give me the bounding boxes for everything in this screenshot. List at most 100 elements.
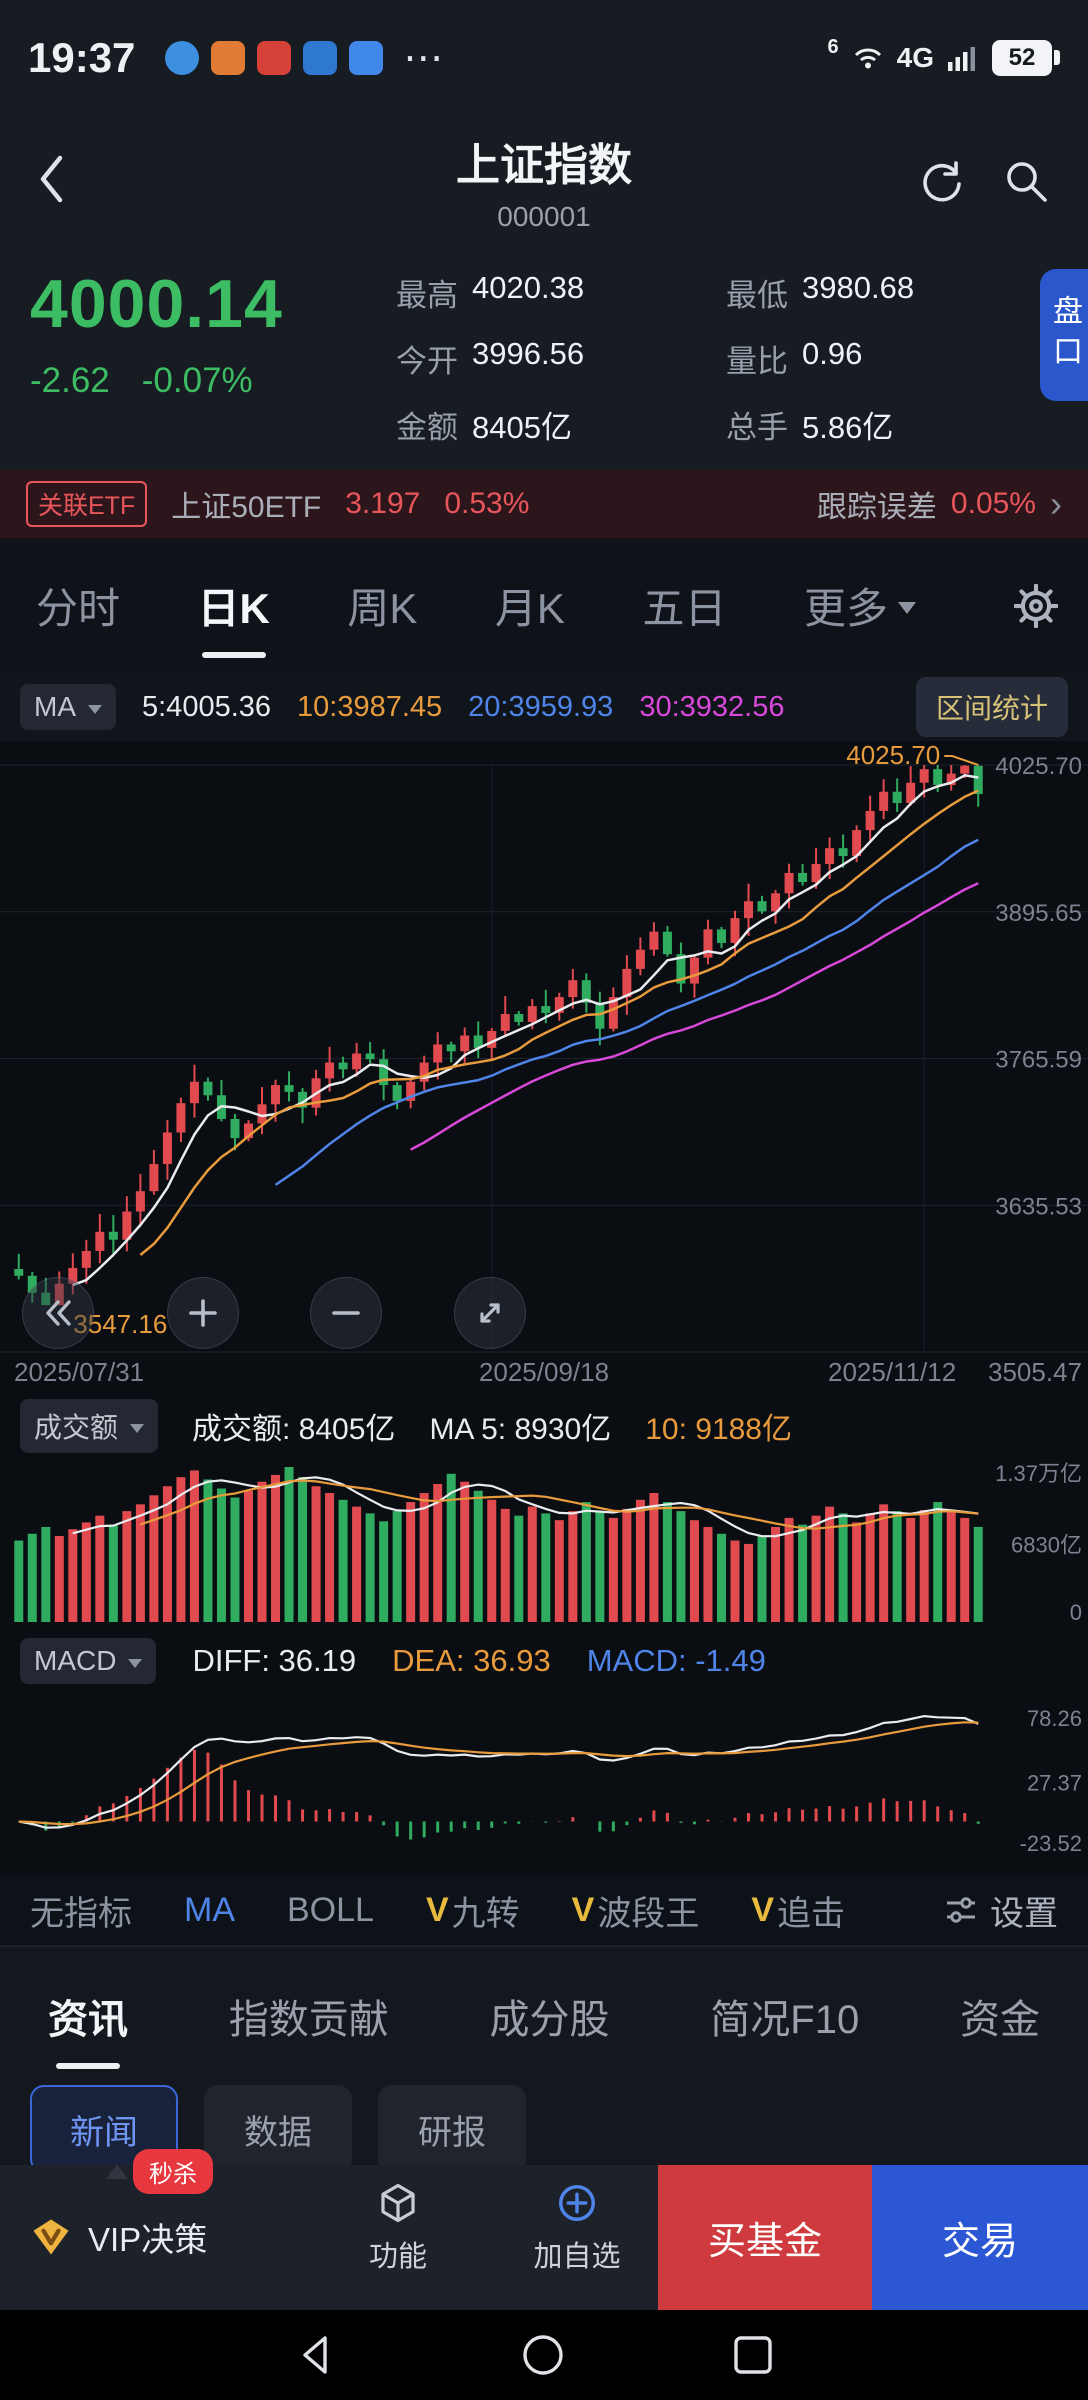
dropdown-caret-icon bbox=[128, 1658, 143, 1668]
tab-profile-f10[interactable]: 简况F10 bbox=[710, 1998, 860, 2042]
indicator-boll[interactable]: BOLL bbox=[287, 1890, 374, 1929]
stat-label: 量比 bbox=[726, 343, 788, 379]
tab-weekly-k[interactable]: 周K bbox=[347, 585, 418, 632]
content-tab-bar: 资讯 指数贡献 成分股 简况F10 资金 bbox=[0, 1945, 1088, 2085]
fullscreen-button[interactable] bbox=[454, 1277, 526, 1349]
range-stats-button[interactable]: 区间统计 bbox=[915, 677, 1068, 737]
svg-text:3895.65: 3895.65 bbox=[995, 900, 1082, 927]
vip-diamond-icon bbox=[33, 2219, 69, 2255]
indicator-band-king[interactable]: V 波段王 bbox=[571, 1890, 700, 1933]
diff-value: DIFF: 36.19 bbox=[192, 1643, 357, 1678]
macd-header: MACD DIFF: 36.19 DEA: 36.93 MACD: -1.49 bbox=[0, 1632, 1088, 1690]
indicator-settings-button[interactable]: 设置 bbox=[924, 1875, 1088, 1945]
volume-selector[interactable]: 成交额 bbox=[20, 1399, 159, 1453]
stat-value: 8405亿 bbox=[472, 409, 572, 445]
tab-more[interactable]: 更多 bbox=[804, 575, 916, 636]
volume-canvas[interactable]: 1.37万亿 6830亿 0 bbox=[0, 1457, 1088, 1632]
ma-selector[interactable]: MA bbox=[20, 684, 116, 730]
macd-selector[interactable]: MACD bbox=[20, 1638, 157, 1684]
axis-price-tick: 3505.47 bbox=[988, 1357, 1082, 1387]
stat-label: 今开 bbox=[396, 343, 458, 379]
more-notifications-icon: ⋯ bbox=[403, 35, 444, 80]
indicator-none[interactable]: 无指标 bbox=[30, 1894, 132, 1933]
x-axis-labels: 2025/07/31 2025/09/18 2025/11/12 3505.47 bbox=[0, 1353, 1088, 1395]
macd-canvas[interactable]: 78.26 27.37 -23.52 bbox=[0, 1690, 1088, 1875]
tab-news-feed[interactable]: 资讯 bbox=[48, 1987, 128, 2045]
stat-value: 5.86亿 bbox=[802, 409, 894, 445]
buy-fund-button[interactable]: 买基金 bbox=[658, 2165, 872, 2310]
axis-date: 2025/07/31 bbox=[14, 1357, 145, 1387]
macd-value: MACD: -1.49 bbox=[586, 1643, 766, 1678]
pill-research[interactable]: 研报 bbox=[378, 2085, 526, 2165]
tab-daily-k[interactable]: 日K bbox=[198, 575, 270, 636]
battery-percent: 52 bbox=[1008, 43, 1036, 71]
tracking-error-label: 跟踪误差 bbox=[816, 491, 937, 524]
android-nav-bar bbox=[0, 2310, 1088, 2400]
macd-chart[interactable]: 78.26 27.37 -23.52 bbox=[0, 1690, 1088, 1875]
stat-label: 最低 bbox=[726, 277, 788, 313]
status-indicators: 6 4G 52 bbox=[828, 36, 1060, 76]
double-chevron-left-icon bbox=[46, 1300, 71, 1326]
pankou-drawer-tab[interactable]: 盘口 bbox=[1040, 269, 1088, 401]
battery-nub bbox=[1054, 50, 1060, 65]
trade-button[interactable]: 交易 bbox=[872, 2165, 1088, 2310]
tab-index-contribution[interactable]: 指数贡献 bbox=[228, 1998, 389, 2042]
tab-constituents[interactable]: 成分股 bbox=[489, 1998, 610, 2042]
axis-date: 2025/11/12 bbox=[828, 1357, 957, 1387]
indicator-nine-turn[interactable]: V 九转 bbox=[425, 1890, 520, 1933]
wifi-icon bbox=[854, 48, 881, 68]
plus-icon bbox=[189, 1299, 217, 1327]
back-chevron-icon bbox=[40, 155, 63, 203]
search-button[interactable] bbox=[1002, 157, 1050, 205]
wifi6-label: 6 bbox=[827, 36, 839, 58]
candlestick-chart[interactable]: 4025.70 3895.65 3765.59 3635.53 4025.70 3547.… bbox=[0, 741, 1088, 1353]
zoom-in-button[interactable] bbox=[167, 1277, 239, 1349]
clock: 19:37 bbox=[28, 33, 136, 81]
tracking-error-value: 0.05% bbox=[950, 487, 1036, 520]
collapse-left-button[interactable] bbox=[22, 1277, 94, 1349]
quote-stats: 最高 4020.38 今开 3996.56 金额 8405亿 最低 3980.68 量比… bbox=[396, 259, 1026, 457]
svg-text:6830亿: 6830亿 bbox=[1011, 1533, 1082, 1558]
volume-chart[interactable]: 1.37万亿 6830亿 0 bbox=[0, 1457, 1088, 1632]
indicator-chase[interactable]: V 追击 bbox=[751, 1890, 846, 1933]
svg-text:3635.53: 3635.53 bbox=[995, 1193, 1082, 1220]
refresh-icon bbox=[923, 161, 961, 202]
svg-text:3765.59: 3765.59 bbox=[995, 1047, 1082, 1074]
dropdown-caret-icon bbox=[898, 601, 916, 614]
period-tab-bar: 分时 日K 周K 月K 五日 更多 bbox=[0, 538, 1088, 673]
indicator-ma[interactable]: MA bbox=[184, 1890, 235, 1929]
nav-recents-button[interactable] bbox=[731, 2333, 775, 2377]
vip-decision-button[interactable]: VIP决策 bbox=[28, 2213, 207, 2261]
svg-text:27.37: 27.37 bbox=[1027, 1771, 1082, 1796]
page-title: 上证指数 bbox=[456, 141, 632, 190]
tab-monthly-k[interactable]: 月K bbox=[494, 585, 565, 632]
tab-timeline[interactable]: 分时 bbox=[36, 585, 121, 632]
cube-icon bbox=[381, 2183, 415, 2223]
stat-label: 金额 bbox=[396, 409, 458, 445]
tab-five-day[interactable]: 五日 bbox=[642, 585, 727, 632]
tab-funds[interactable]: 资金 bbox=[960, 1998, 1040, 2042]
price-change: -2.62 bbox=[30, 361, 110, 400]
price-change-pct: -0.07% bbox=[141, 361, 253, 400]
pill-data[interactable]: 数据 bbox=[204, 2085, 352, 2165]
features-button[interactable]: 功能 bbox=[338, 2183, 458, 2275]
nav-home-button[interactable] bbox=[521, 2333, 565, 2377]
related-etf-bar[interactable]: 关联ETF 上证50ETF 3.197 0.53% 跟踪误差 0.05% › bbox=[0, 470, 1088, 538]
quote-section: 4000.14 -2.62 -0.07% 最高 4020.38 今开 3996.56… bbox=[0, 245, 1088, 470]
stat-label: 最高 bbox=[396, 277, 458, 313]
gear-icon bbox=[1014, 583, 1058, 628]
candlestick-canvas[interactable]: 4025.703895.653765.593635.534025.703547.… bbox=[0, 741, 1088, 1353]
chart-settings-button[interactable] bbox=[1014, 583, 1058, 628]
nav-back-button[interactable] bbox=[295, 2333, 339, 2377]
ma10-value: 10:3987.45 bbox=[297, 690, 443, 723]
battery-indicator: 52 bbox=[992, 39, 1060, 76]
nav-recents-icon bbox=[734, 2336, 772, 2374]
etf-name: 上证50ETF bbox=[171, 491, 322, 524]
add-watchlist-button[interactable]: 加自选 bbox=[512, 2183, 642, 2275]
zoom-out-button[interactable] bbox=[310, 1277, 382, 1349]
volume-header: 成交额 成交额: 8405亿 MA 5: 8930亿 10: 9188亿 bbox=[0, 1395, 1088, 1457]
back-button[interactable] bbox=[36, 153, 66, 205]
add-circle-icon bbox=[559, 2185, 595, 2221]
refresh-button[interactable] bbox=[918, 157, 966, 205]
